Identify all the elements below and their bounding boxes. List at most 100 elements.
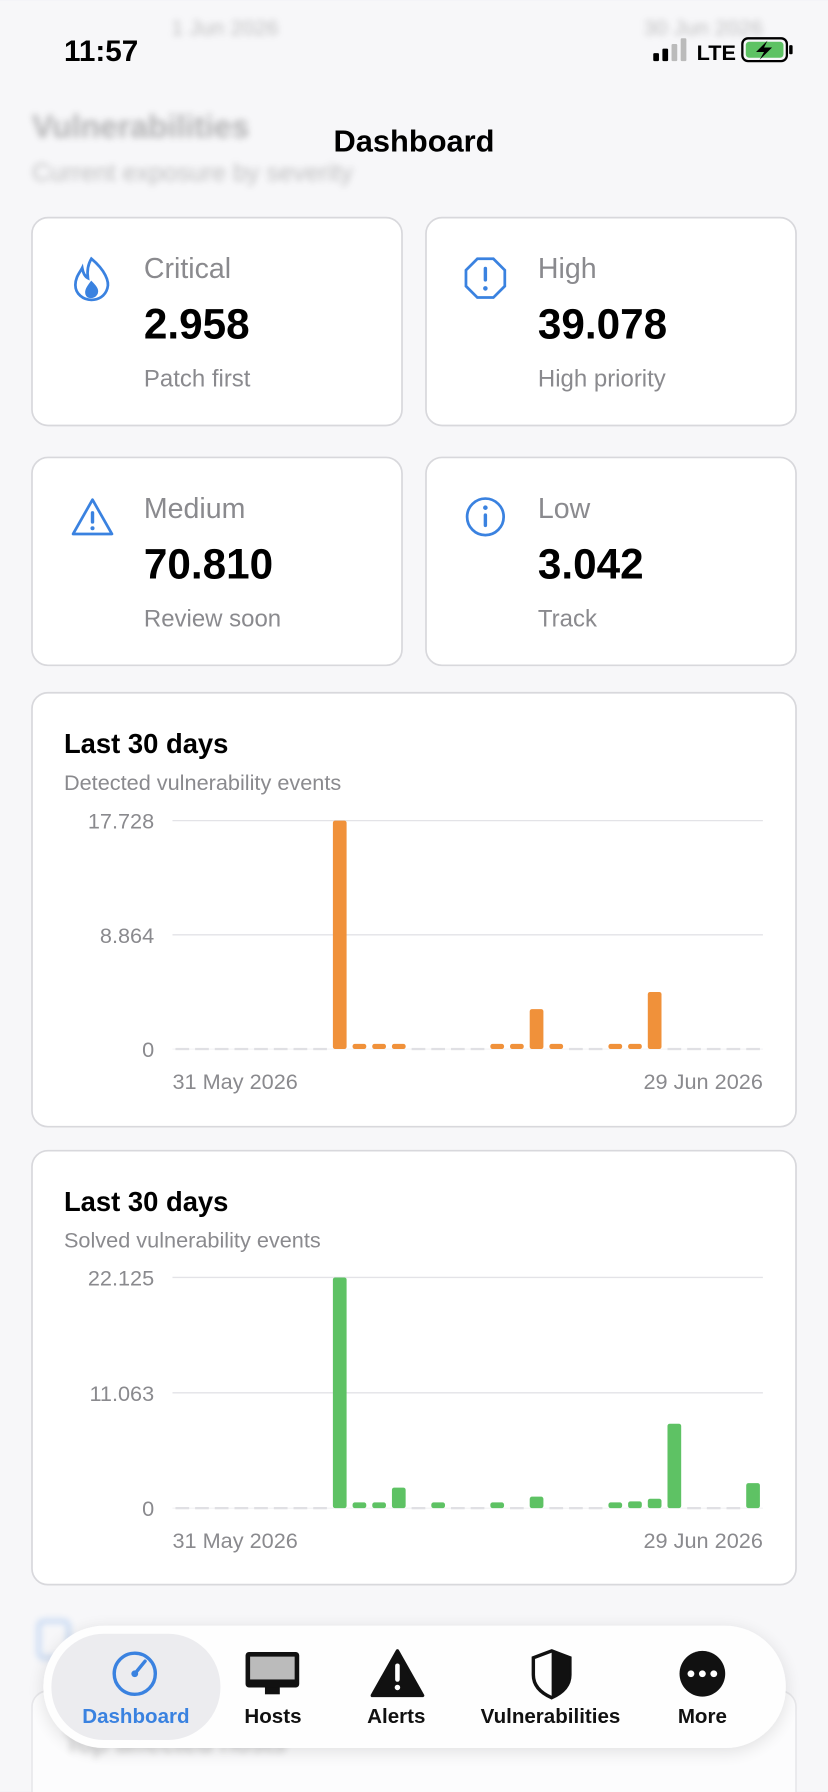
empty-bar — [411, 1047, 426, 1051]
empty-bar — [293, 1507, 308, 1510]
empty-bar — [254, 1047, 268, 1051]
x-tick-label: 29 Jun 2026 — [644, 1528, 763, 1553]
bar — [431, 1502, 446, 1509]
empty-bar — [549, 1507, 564, 1510]
empty-bar — [450, 1507, 465, 1510]
nav-title: Dashboard — [333, 123, 494, 158]
empty-bar — [510, 1507, 524, 1510]
empty-bar — [667, 1047, 682, 1051]
bar — [549, 1043, 564, 1050]
empty-bar — [569, 1507, 583, 1510]
empty-bar — [450, 1047, 465, 1051]
bar — [391, 1487, 406, 1509]
blurred-subtitle: Current exposure by severity — [32, 159, 353, 187]
empty-bar — [569, 1047, 583, 1051]
alert-octagon-icon — [464, 257, 507, 299]
y-tick-label: 0 — [142, 1037, 154, 1062]
card-note: Patch first — [144, 366, 251, 393]
empty-bar — [175, 1507, 190, 1510]
card-note: Review soon — [144, 605, 281, 632]
bar — [608, 1043, 623, 1050]
empty-bar — [411, 1507, 426, 1510]
card-note: High priority — [538, 366, 666, 393]
tab[interactable]: Hosts — [244, 1652, 302, 1728]
empty-bar — [313, 1047, 327, 1051]
bar — [628, 1043, 642, 1050]
bar — [608, 1502, 623, 1509]
empty-bar — [313, 1507, 327, 1510]
bar — [391, 1043, 406, 1050]
empty-bar — [746, 1047, 760, 1051]
tab[interactable]: Alerts — [367, 1649, 425, 1728]
card-label: Low — [538, 493, 591, 525]
blurred-content: 1 Jun 2026 30 Jun 2026 Vulnerabilities C… — [32, 15, 763, 187]
status-network: LTE — [697, 40, 736, 65]
empty-bar — [726, 1507, 741, 1510]
tab[interactable]: Dashboard — [82, 1651, 190, 1728]
empty-bar — [195, 1507, 209, 1510]
battery-icon — [741, 37, 793, 63]
bar — [352, 1502, 367, 1509]
tab-label: Vulnerabilities — [481, 1705, 621, 1728]
info-icon — [465, 497, 506, 537]
blurred-date: 1 Jun 2026 — [171, 15, 278, 40]
tab-label: Dashboard — [82, 1705, 189, 1728]
card-value: 39.078 — [538, 301, 667, 348]
empty-bar — [706, 1507, 721, 1510]
blurred-date: 30 Jun 2026 — [644, 15, 763, 40]
chart-subtitle: Solved vulnerability events — [64, 1228, 321, 1253]
bar — [332, 1277, 347, 1509]
empty-bar — [588, 1047, 603, 1051]
chart-card — [31, 691, 797, 1128]
empty-bar — [706, 1047, 721, 1051]
severity-card[interactable]: Critical 2.958 Patch first — [31, 216, 403, 427]
y-tick-label: 8.864 — [100, 923, 154, 948]
empty-bar — [234, 1507, 249, 1510]
tab-label: Hosts — [244, 1705, 301, 1728]
empty-bar — [293, 1047, 308, 1051]
bar — [490, 1502, 505, 1509]
card-label: Medium — [144, 493, 246, 525]
empty-bar — [470, 1507, 485, 1510]
empty-bar — [588, 1507, 603, 1510]
bar — [490, 1043, 505, 1050]
y-tick-label: 11.063 — [89, 1381, 154, 1406]
card-value: 2.958 — [144, 301, 250, 348]
bar — [746, 1483, 760, 1509]
bar — [529, 1009, 544, 1050]
tab[interactable]: Vulnerabilities — [481, 1649, 621, 1728]
severity-card[interactable]: Low 3.042 Track — [425, 456, 797, 667]
charts: 0 8.864 17.728 31 May 2026 29 Jun 2026 0 11.06… — [88, 809, 763, 1553]
severity-card[interactable]: High 39.078 High priority — [425, 216, 797, 427]
bar — [332, 820, 347, 1050]
bar — [352, 1043, 367, 1050]
tab-label: More — [678, 1705, 727, 1728]
bar — [647, 1498, 662, 1509]
x-tick-label: 31 May 2026 — [172, 1069, 297, 1094]
empty-bar — [470, 1047, 485, 1051]
empty-bar — [214, 1507, 229, 1510]
empty-bar — [687, 1507, 701, 1510]
empty-bar — [195, 1047, 209, 1051]
empty-bar — [273, 1047, 288, 1051]
bar — [667, 1423, 682, 1509]
y-tick-label: 0 — [142, 1496, 154, 1521]
empty-bar — [234, 1047, 249, 1051]
flame-icon — [74, 256, 110, 302]
bar — [372, 1043, 386, 1050]
chart-subtitle: Detected vulnerability events — [64, 770, 341, 795]
empty-bar — [273, 1507, 288, 1510]
empty-bar — [726, 1047, 741, 1051]
tab[interactable]: More — [678, 1650, 727, 1728]
card-note: Track — [538, 605, 598, 632]
empty-bar — [175, 1047, 190, 1051]
card-label: High — [538, 253, 597, 285]
bar — [529, 1496, 544, 1509]
bar — [510, 1043, 524, 1050]
severity-card[interactable]: Medium 70.810 Review soon — [31, 456, 403, 667]
card-value: 70.810 — [144, 541, 273, 588]
signal-icon — [653, 38, 687, 62]
chart-card — [31, 1149, 797, 1586]
